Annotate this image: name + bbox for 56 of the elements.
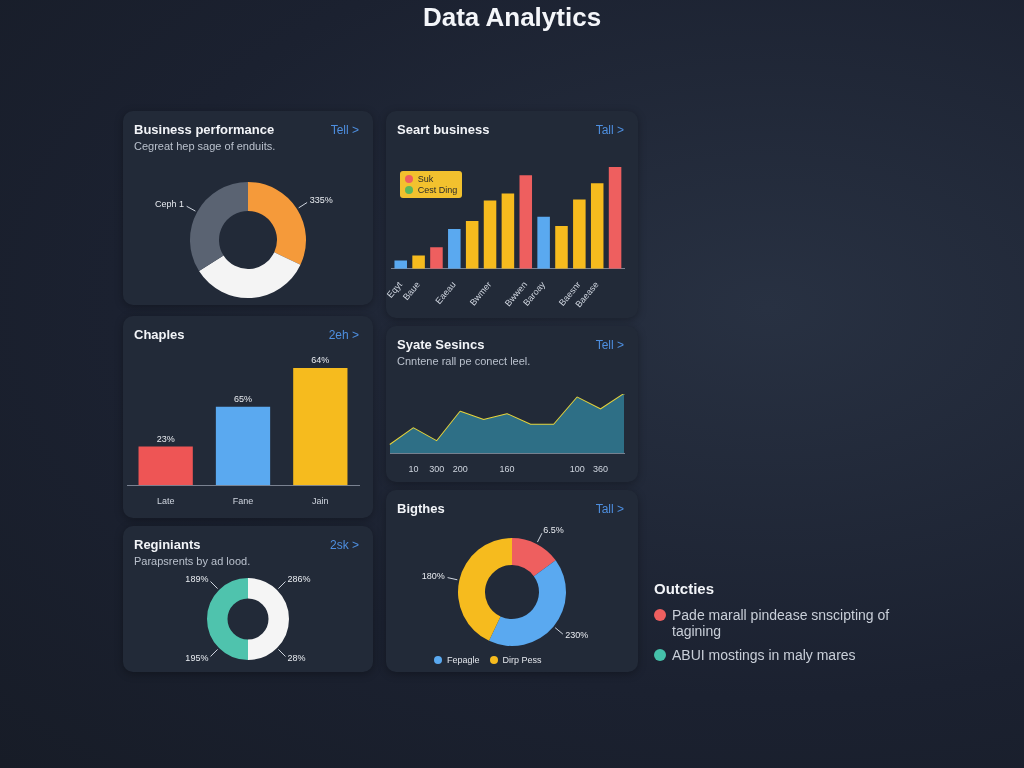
x-tick-label: 160 bbox=[499, 464, 515, 475]
text: Tall > bbox=[595, 502, 624, 516]
bar bbox=[519, 175, 533, 269]
bar bbox=[590, 183, 604, 269]
chart-title: Bigthes bbox=[397, 501, 445, 516]
chart-title: Chaples bbox=[134, 327, 185, 342]
x-tick-label: 360 bbox=[593, 464, 609, 475]
annotation: 23% bbox=[156, 433, 175, 444]
bar bbox=[412, 255, 425, 269]
text: 335% bbox=[309, 195, 333, 206]
chart-title: Seart business bbox=[397, 122, 490, 137]
legend-label: Suk bbox=[417, 174, 434, 184]
text: 6.5% bbox=[543, 525, 564, 535]
text: Tell > bbox=[330, 123, 359, 137]
x-tick-label: Jain bbox=[312, 496, 329, 507]
x-tick-label: Fane bbox=[232, 496, 254, 507]
bar bbox=[573, 199, 586, 269]
text: 180% bbox=[421, 571, 445, 582]
text: 64% bbox=[311, 354, 330, 365]
legend-label: Dirp Pess bbox=[502, 655, 542, 665]
text: 230% bbox=[565, 630, 589, 641]
text: Pade marall pindease snscipting of tagining bbox=[672, 607, 890, 639]
x-tick-label: 200 bbox=[452, 464, 468, 475]
slice-label: Ceph 1 bbox=[155, 199, 185, 210]
bar bbox=[465, 220, 479, 269]
chart-title: Syate Sesincs bbox=[397, 337, 485, 352]
bar bbox=[483, 200, 497, 269]
bar bbox=[501, 193, 515, 269]
text: 195% bbox=[185, 653, 209, 664]
chart-title: Business performance bbox=[134, 122, 275, 137]
bar bbox=[608, 167, 622, 269]
text: 2eh > bbox=[328, 328, 359, 342]
bar bbox=[430, 247, 443, 269]
text: Tall > bbox=[595, 123, 624, 137]
text: 286% bbox=[287, 573, 311, 584]
bar bbox=[448, 229, 461, 269]
text: ABUI mostings in maly mares bbox=[672, 647, 856, 663]
chart-subtitle: Parapsrents by ad lood. bbox=[134, 555, 251, 567]
text: 2sk > bbox=[329, 538, 359, 552]
legend-label: Fepagle bbox=[447, 655, 480, 665]
x-tick-label: Late bbox=[156, 496, 175, 507]
x-tick-label: 300 bbox=[429, 464, 445, 475]
chart-title: Reginiants bbox=[134, 537, 201, 552]
chart-subtitle: Cnntene rall pe conect leel. bbox=[397, 355, 531, 367]
x-tick-label: 10 bbox=[408, 464, 419, 475]
x-tick-label: 100 bbox=[569, 464, 585, 475]
text: Data Analytics bbox=[421, 2, 603, 33]
text: Tell > bbox=[595, 338, 624, 352]
text: 28% bbox=[287, 653, 306, 664]
text: Outcties bbox=[654, 580, 715, 597]
legend-label: Cest Ding bbox=[417, 185, 458, 195]
text: 189% bbox=[185, 573, 209, 584]
chart-subtitle: Cegreat hep sage of enduits. bbox=[134, 140, 276, 152]
annotation: 65% bbox=[233, 393, 253, 404]
bar bbox=[555, 225, 568, 269]
bar bbox=[537, 216, 550, 269]
